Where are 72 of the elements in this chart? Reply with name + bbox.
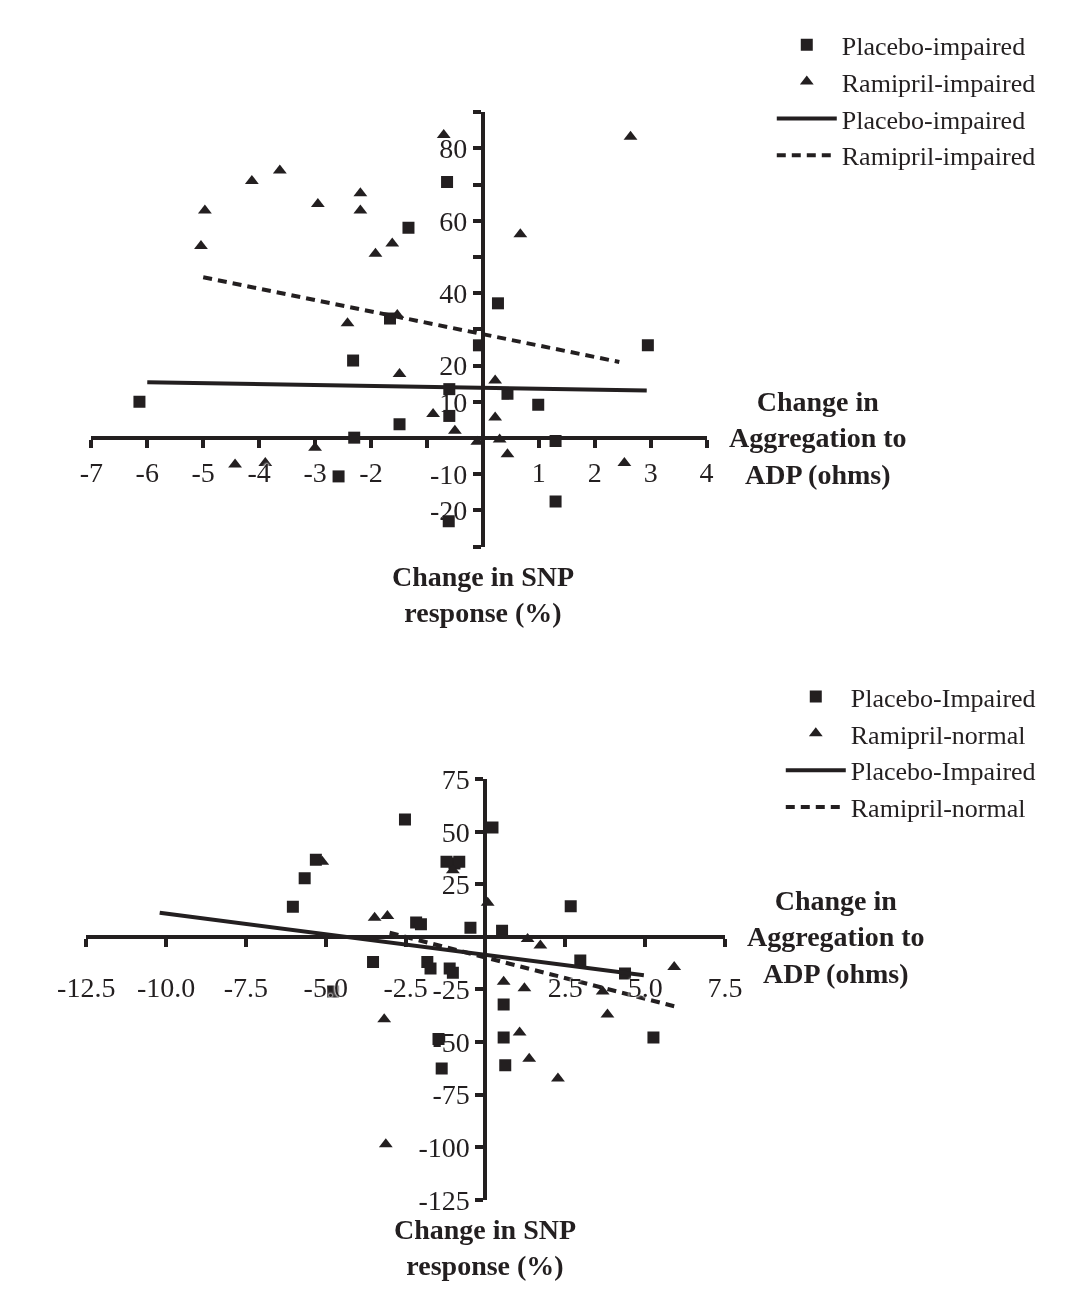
- legend-label: Placebo-Impaired: [850, 683, 1036, 713]
- y-axis-title: Change in Aggregation to ADP (ohms): [747, 885, 925, 989]
- x-tick-label: -7.5: [223, 971, 269, 1003]
- x-tick-label: -4: [247, 456, 271, 488]
- x-tick-label: 2: [587, 456, 602, 488]
- y-tick-label: 60: [439, 205, 468, 237]
- y-tick-label: 20: [439, 350, 468, 382]
- y-tick-label: 25: [441, 869, 470, 901]
- point: [414, 918, 427, 931]
- y-tick-label: -75: [432, 1079, 470, 1111]
- legend-label: Placebo-Impaired: [850, 757, 1036, 787]
- x-tick-label: -2.5: [383, 971, 428, 1003]
- point: [499, 1059, 512, 1072]
- y-tick-label: -50: [432, 1026, 470, 1058]
- point: [367, 955, 380, 968]
- y-tick-label: 40: [439, 277, 468, 309]
- point: [453, 855, 466, 868]
- point: [332, 470, 345, 483]
- legend-label: Placebo-impaired: [841, 31, 1026, 61]
- point: [647, 1031, 660, 1044]
- y-tick-label: -125: [418, 1184, 470, 1216]
- x-axis-title: Change in SNP response (%): [394, 1214, 577, 1282]
- legend-label: Ramipril-normal: [850, 794, 1026, 824]
- point: [486, 821, 499, 834]
- x-axis-title: Change in SNP response (%): [392, 561, 575, 629]
- x-tick-label: -12.5: [57, 971, 116, 1003]
- point: [133, 395, 146, 408]
- y-tick-label: 75: [441, 764, 470, 796]
- x-tick-label: 4: [699, 456, 714, 488]
- point: [393, 418, 406, 431]
- legend-label: Ramipril-impaired: [841, 142, 1036, 172]
- x-tick-label: -10.0: [136, 971, 196, 1003]
- y-tick-label: 50: [441, 816, 470, 848]
- point: [424, 962, 437, 975]
- x-tick-label: -7: [79, 456, 104, 488]
- x-tick-label: -5: [191, 456, 215, 488]
- point: [286, 900, 299, 913]
- legend-label: Ramipril-normal: [850, 720, 1026, 750]
- point: [402, 221, 415, 234]
- point: [435, 1062, 448, 1075]
- point: [398, 813, 411, 826]
- point: [549, 495, 562, 508]
- x-tick-label: 2.5: [547, 971, 583, 1003]
- point: [551, 1072, 565, 1082]
- y-tick-label: -25: [432, 974, 470, 1006]
- point: [491, 297, 504, 310]
- x-tick-label: 1: [531, 456, 546, 488]
- point: [441, 176, 454, 189]
- legend-label: Placebo-impaired: [841, 105, 1026, 135]
- legend-label: Ramipril-impaired: [841, 68, 1036, 98]
- point: [347, 354, 360, 367]
- y-tick-label: -100: [418, 1131, 470, 1163]
- point: [532, 398, 545, 411]
- point: [194, 240, 208, 250]
- x-tick-label: 5.0: [627, 971, 663, 1003]
- x-tick-label: -2: [359, 456, 383, 488]
- x-tick-label: -3: [303, 456, 327, 488]
- point: [464, 921, 477, 934]
- y-tick-label: -10: [429, 459, 468, 491]
- y-axis-title: Change in Aggregation to ADP (ohms): [729, 386, 907, 490]
- point: [446, 966, 459, 979]
- point: [497, 1031, 510, 1044]
- point: [564, 900, 577, 913]
- x-tick-label: -6: [135, 456, 159, 488]
- point: [298, 872, 311, 885]
- y-tick-label: 80: [439, 133, 468, 165]
- point: [641, 339, 654, 352]
- point: [574, 954, 587, 967]
- point: [440, 855, 453, 868]
- point: [497, 998, 510, 1011]
- x-tick-label: 7.5: [707, 971, 743, 1003]
- x-tick-label: 3: [643, 456, 658, 488]
